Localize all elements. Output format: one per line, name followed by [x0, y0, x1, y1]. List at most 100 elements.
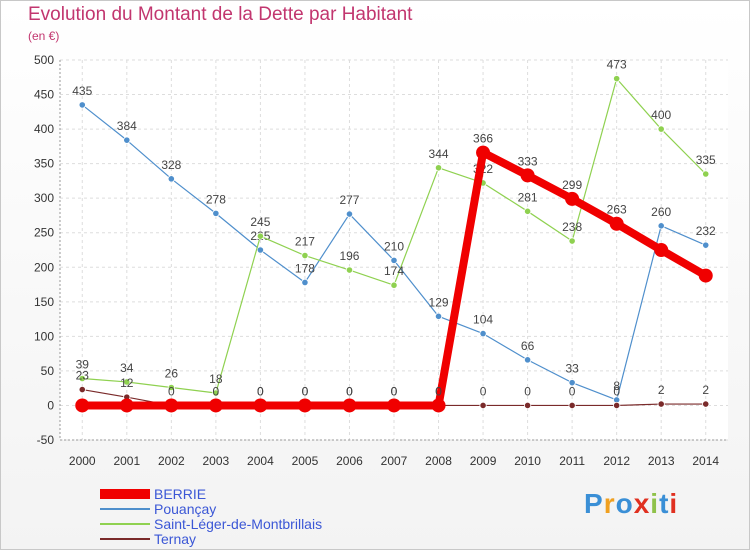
data-label: 0 [569, 384, 576, 398]
data-label: 0 [524, 384, 531, 398]
y-tick-label: 100 [34, 329, 54, 343]
x-tick-label: 2010 [514, 454, 541, 468]
data-point [390, 256, 398, 264]
data-label: 210 [384, 239, 404, 253]
data-point [609, 216, 624, 231]
logo-letter: t [659, 488, 670, 519]
y-tick-label: -50 [37, 433, 55, 447]
data-label: 26 [165, 366, 179, 380]
logo-letter: i [650, 488, 660, 519]
logo-letter: P [584, 488, 604, 519]
legend-label: BERRIE [154, 486, 206, 502]
data-label: 2 [702, 383, 709, 397]
data-point [565, 191, 580, 206]
data-label: 0 [391, 384, 398, 398]
x-tick-label: 2000 [69, 454, 96, 468]
data-label: 0 [302, 384, 309, 398]
legend-label: Saint-Léger-de-Montbrillais [154, 516, 322, 532]
data-point [123, 136, 131, 144]
data-label: 473 [607, 58, 627, 72]
data-point [256, 232, 264, 240]
data-point [434, 312, 443, 320]
data-point [342, 398, 357, 413]
y-tick-label: 500 [34, 53, 54, 67]
data-label: 384 [117, 119, 137, 133]
y-tick-label: 450 [34, 88, 54, 102]
x-tick-label: 2008 [425, 454, 452, 468]
data-point [78, 101, 86, 109]
data-label: 333 [518, 154, 538, 168]
x-tick-label: 2012 [603, 454, 630, 468]
data-label: 245 [250, 215, 270, 229]
data-label: 0 [257, 384, 264, 398]
data-label: 39 [76, 358, 90, 372]
data-label: 8 [613, 379, 620, 393]
data-label: 0 [435, 384, 442, 398]
data-label: 435 [72, 84, 92, 98]
y-tick-label: 300 [34, 191, 54, 205]
data-point [167, 175, 175, 183]
legend-label: Pouançay [154, 501, 216, 517]
data-point [212, 209, 220, 217]
data-label: 260 [651, 205, 671, 219]
data-label: 34 [120, 361, 134, 375]
data-point [256, 246, 264, 254]
data-point [75, 398, 90, 413]
x-tick-label: 2014 [692, 454, 719, 468]
data-label: 12 [120, 376, 134, 390]
data-label: 66 [521, 339, 535, 353]
data-label: 0 [613, 384, 620, 398]
x-tick-label: 2003 [203, 454, 230, 468]
data-point [657, 125, 665, 133]
data-label: 2 [658, 383, 665, 397]
data-label: 129 [429, 295, 449, 309]
data-label: 196 [339, 249, 359, 263]
y-tick-label: 200 [34, 260, 54, 274]
data-label: 344 [429, 147, 449, 161]
x-tick-label: 2007 [381, 454, 408, 468]
data-point [479, 329, 487, 338]
y-tick-label: 0 [47, 398, 54, 412]
data-label: 281 [518, 190, 538, 204]
data-point [657, 222, 665, 230]
data-point [702, 241, 710, 249]
data-point [167, 383, 175, 392]
data-point [613, 75, 621, 83]
data-point [301, 278, 309, 287]
data-point [301, 251, 309, 260]
chart-title: Evolution du Montant de la Dette par Hab… [28, 4, 413, 25]
logo-letter: x [633, 488, 651, 519]
y-tick-label: 350 [34, 157, 54, 171]
data-label: 174 [384, 264, 404, 278]
data-point [345, 210, 354, 218]
data-label: 238 [562, 220, 582, 234]
x-tick-label: 2001 [113, 454, 140, 468]
data-point [208, 398, 223, 413]
y-tick-label: 250 [34, 226, 54, 240]
data-label: 0 [257, 384, 264, 398]
data-point [523, 356, 532, 364]
logo-letter: i [669, 488, 679, 519]
data-label: 400 [651, 108, 671, 122]
data-label: 328 [161, 158, 181, 172]
x-tick-label: 2005 [292, 454, 319, 468]
data-point [568, 237, 576, 245]
data-label: 178 [295, 261, 315, 275]
x-tick-label: 2006 [336, 454, 363, 468]
data-label: 277 [339, 193, 359, 207]
data-label: 366 [473, 132, 493, 146]
data-label: 0 [302, 384, 309, 398]
data-label: 217 [295, 235, 315, 249]
x-tick-label: 2002 [158, 454, 185, 468]
data-point [164, 398, 179, 413]
data-label: 33 [565, 362, 579, 376]
data-point [212, 389, 220, 397]
data-point [253, 398, 268, 413]
data-label: 23 [76, 369, 90, 383]
data-label: 232 [696, 224, 716, 238]
data-point [345, 266, 354, 274]
data-point [657, 400, 665, 408]
data-point [568, 401, 576, 410]
data-point [78, 374, 86, 383]
